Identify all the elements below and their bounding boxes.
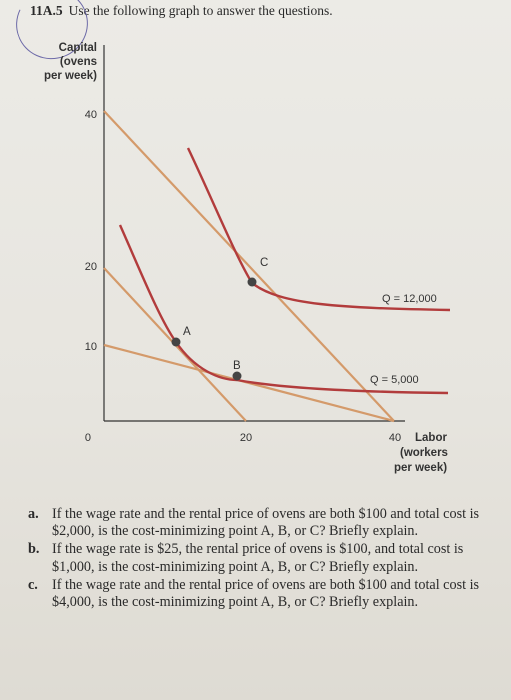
y-tick-40: 40: [85, 109, 97, 121]
isoquant-5000: [118, 224, 449, 395]
isocost-line-outer: [103, 110, 395, 422]
y-axis-label-3: per week): [44, 70, 97, 82]
isoquant-5000-label: Q = 5,000: [370, 374, 419, 386]
y-tick-10: 10: [85, 341, 97, 353]
y-tick-0: 0: [85, 432, 91, 444]
question-a: a. If the wage rate and the rental price…: [28, 506, 498, 540]
question-b-text: If the wage rate is $25, the rental pric…: [52, 541, 464, 575]
question-b: b. If the wage rate is $25, the rental p…: [28, 541, 498, 575]
point-c-marker: [247, 277, 257, 287]
point-b-label: B: [233, 360, 241, 372]
isoquant-graph: Capital (ovens per week) 40 20 10 0 20 4…: [44, 42, 451, 474]
isoquant-12000: [186, 147, 451, 312]
x-axis-label-2: (workers: [400, 447, 448, 459]
point-b-marker: [232, 371, 242, 381]
problem-header: 11A.5 Use the following graph to answer t…: [6, 0, 333, 70]
problem-instruction: Use the following graph to answer the qu…: [68, 3, 333, 18]
y-axis-label-1: Capital: [59, 42, 97, 54]
isoquant-12000-label: Q = 12,000: [382, 293, 437, 305]
question-a-text: If the wage rate and the rental price of…: [52, 506, 480, 540]
x-axis-label-3: per week): [394, 462, 447, 474]
point-c-label: C: [260, 257, 268, 269]
y-tick-20: 20: [85, 261, 97, 273]
point-a-marker: [171, 337, 181, 347]
y-axis-label-2: (ovens: [60, 56, 97, 68]
problem-number: 11A.5: [30, 3, 63, 18]
question-c: c. If the wage rate and the rental price…: [28, 577, 498, 611]
x-tick-20: 20: [240, 432, 252, 444]
x-tick-40: 40: [389, 432, 401, 444]
question-c-text: If the wage rate and the rental price of…: [52, 576, 480, 611]
point-a-label: A: [183, 326, 191, 338]
question-list: a. If the wage rate and the rental price…: [28, 506, 498, 612]
x-axis-label-1: Labor: [415, 432, 447, 444]
question-b-label: b.: [28, 541, 40, 558]
question-c-label: c.: [28, 576, 38, 593]
question-a-label: a.: [28, 506, 39, 522]
